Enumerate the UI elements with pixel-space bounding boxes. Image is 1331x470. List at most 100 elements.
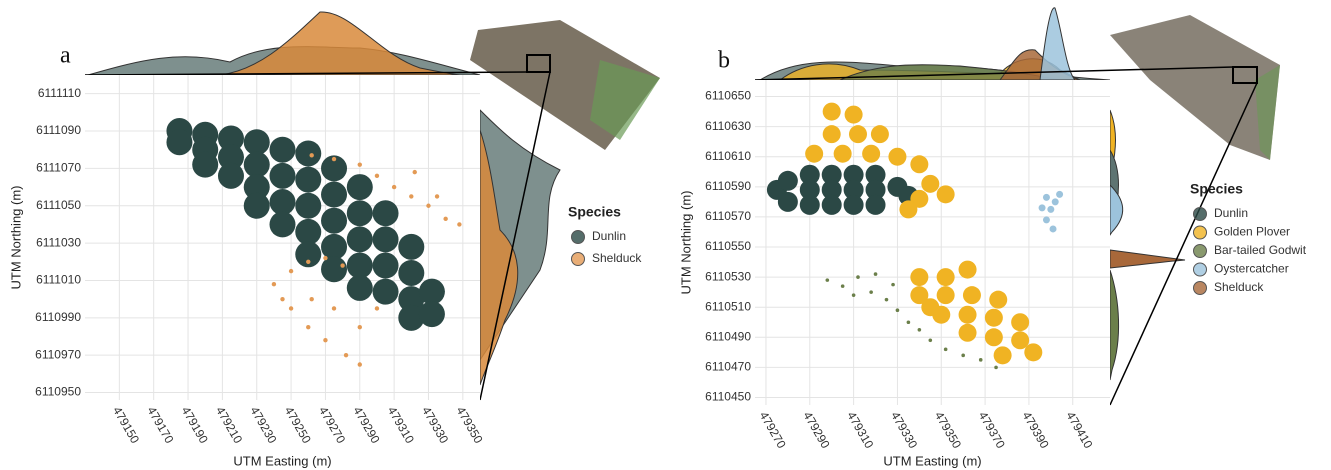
legend-label: Golden Plover — [1214, 225, 1290, 239]
y-tick-label: 6110970 — [35, 347, 81, 361]
point — [321, 233, 348, 260]
point — [323, 338, 328, 343]
x-tick-label: 479150 — [110, 404, 142, 446]
panel-label: a — [60, 43, 71, 69]
point — [822, 102, 841, 121]
point — [1049, 225, 1057, 233]
point — [856, 275, 860, 279]
point — [443, 216, 448, 222]
legend-swatch — [1193, 207, 1207, 221]
zoom-line — [754, 66, 1234, 81]
point — [357, 162, 362, 167]
point — [271, 281, 277, 287]
point — [1051, 198, 1059, 206]
legend-label: Dunlin — [1214, 206, 1248, 220]
point — [865, 164, 886, 185]
point — [888, 147, 907, 166]
y-tick-label: 6110950 — [35, 385, 81, 399]
legend-swatch — [1193, 281, 1207, 295]
x-tick-label: 479290 — [800, 409, 832, 451]
x-tick-label: 479330 — [419, 404, 451, 446]
y-tick-label: 6111050 — [36, 198, 81, 212]
point — [323, 255, 328, 261]
x-tick-label: 479230 — [247, 404, 279, 446]
x-tick-label: 479330 — [888, 409, 920, 451]
point — [306, 259, 311, 264]
zoom-box — [526, 54, 551, 73]
point — [412, 169, 417, 175]
point — [343, 352, 349, 358]
y-axis-title: UTM Northing (m) — [678, 190, 693, 294]
point — [295, 166, 322, 193]
legend-title: Species — [1190, 181, 1243, 197]
x-tick-label: 479410 — [1063, 409, 1095, 451]
point — [346, 226, 373, 253]
point — [306, 324, 311, 330]
point — [192, 151, 219, 178]
point — [374, 306, 380, 311]
point — [426, 203, 431, 208]
point — [870, 125, 889, 144]
point — [295, 192, 322, 219]
point — [1042, 216, 1050, 224]
point — [917, 327, 922, 332]
y-tick-label: 6111070 — [36, 161, 81, 175]
y-tick-label: 6110610 — [705, 149, 751, 163]
x-tick-label: 479270 — [757, 409, 789, 451]
point — [1056, 190, 1064, 198]
point — [799, 164, 820, 185]
legend-swatch — [1193, 262, 1207, 277]
zoom-line — [479, 71, 551, 401]
point — [372, 226, 399, 253]
point — [331, 306, 337, 311]
point — [243, 151, 270, 178]
point — [936, 185, 955, 204]
point — [280, 296, 285, 302]
y-tick-label: 6110570 — [705, 209, 751, 223]
zoom-line — [84, 71, 528, 76]
point — [899, 200, 918, 219]
legend-swatch — [571, 230, 585, 244]
point — [309, 153, 314, 158]
point — [398, 259, 425, 286]
point — [295, 241, 322, 268]
zoom-line — [1109, 82, 1258, 406]
x-tick-label: 479270 — [316, 404, 348, 446]
x-tick-label: 479310 — [385, 404, 417, 446]
point — [962, 286, 981, 305]
y-tick-label: 6110490 — [705, 329, 751, 343]
point — [346, 174, 373, 201]
legend-label: Bar-tailed Godwit — [1214, 243, 1307, 257]
point — [457, 222, 462, 227]
point — [243, 192, 270, 219]
point — [217, 162, 244, 189]
point — [777, 170, 798, 191]
legend-label: Shelduck — [592, 251, 642, 265]
y-tick-label: 6111090 — [36, 123, 81, 137]
point — [269, 136, 296, 163]
y-tick-label: 6110450 — [705, 390, 751, 404]
point — [936, 268, 955, 287]
point — [921, 174, 940, 193]
panel-label: b — [718, 48, 730, 74]
point — [321, 207, 348, 234]
point — [777, 191, 798, 212]
point — [799, 194, 820, 215]
point — [843, 164, 864, 185]
point — [288, 268, 294, 274]
point — [869, 290, 873, 294]
point — [840, 284, 845, 288]
x-tick-label: 479350 — [932, 409, 964, 451]
point — [243, 129, 270, 156]
x-tick-label: 479310 — [844, 409, 876, 451]
point — [833, 144, 852, 163]
point — [851, 293, 856, 297]
point — [843, 179, 864, 200]
point — [994, 365, 998, 370]
zoom-box — [1232, 66, 1258, 84]
y-tick-label: 6110990 — [35, 310, 81, 324]
point — [346, 200, 373, 227]
point — [217, 144, 244, 171]
point — [346, 274, 373, 301]
point — [910, 286, 929, 305]
